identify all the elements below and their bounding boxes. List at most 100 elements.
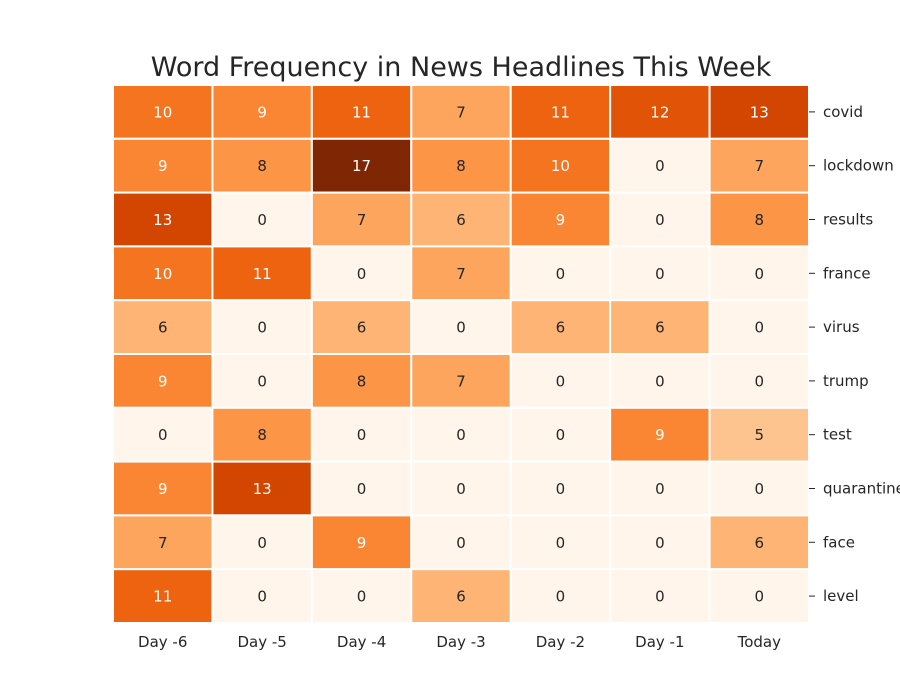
cell-value-label: 9 — [158, 480, 168, 498]
cell-value-label: 0 — [257, 534, 267, 552]
heatmap-cell — [410, 460, 512, 517]
heatmap-cell — [609, 568, 711, 625]
cell-value-label: 0 — [755, 372, 765, 390]
heatmap-cell — [211, 245, 313, 302]
cell-value-label: 0 — [655, 211, 665, 229]
cell-value-label: 6 — [456, 588, 466, 606]
heatmap-cell — [112, 460, 214, 517]
cell-value-label: 6 — [158, 319, 168, 337]
cell-value-label: 0 — [257, 319, 267, 337]
cell-value-label: 9 — [257, 103, 267, 121]
heatmap-cell — [310, 406, 413, 463]
row-tick-label: covid — [823, 103, 863, 121]
heatmap-cell — [708, 245, 810, 302]
cell-value-label: 0 — [655, 534, 665, 552]
cell-value-label: 9 — [158, 157, 168, 175]
cell-value-label: 0 — [556, 534, 566, 552]
heatmap-cell — [708, 191, 810, 248]
row-tick-label: test — [823, 426, 852, 444]
cell-value-label: 0 — [357, 426, 367, 444]
cell-value-label: 0 — [655, 157, 665, 175]
heatmap-cell — [410, 568, 512, 625]
row-tick-label: trump — [823, 372, 869, 390]
cell-value-label: 9 — [158, 372, 168, 390]
row-tick-label: france — [823, 264, 871, 282]
row-tick-label: lockdown — [823, 157, 894, 175]
heatmap-cell — [609, 460, 711, 517]
heatmap-cell — [310, 137, 413, 194]
cell-value-label: 10 — [153, 103, 172, 121]
cell-value-label: 17 — [352, 157, 371, 175]
row-tick-labels: covid lockdown results france virus trump test… — [809, 103, 900, 605]
heatmap-cell — [609, 191, 711, 248]
heatmap-cell — [708, 568, 810, 625]
cell-value-label: 13 — [153, 211, 172, 229]
column-tick-label: Day -4 — [337, 633, 386, 651]
cell-value-label: 0 — [456, 319, 466, 337]
cell-value-label: 0 — [556, 265, 566, 283]
heatmap-cell — [211, 353, 313, 409]
cell-value-label: 0 — [655, 265, 665, 283]
cell-value-label: 12 — [650, 103, 669, 121]
cell-value-label: 0 — [456, 426, 466, 444]
cell-value-label: 7 — [456, 372, 466, 390]
cell-value-label: 0 — [357, 265, 367, 283]
heatmap-cell — [211, 84, 313, 140]
cell-value-label: 0 — [755, 588, 765, 606]
heatmap-cell — [509, 137, 612, 194]
cell-value-label: 11 — [352, 103, 371, 121]
column-tick-label: Today — [737, 633, 782, 651]
heatmap-cell — [609, 406, 711, 463]
row-tick-label: face — [823, 533, 855, 551]
cell-value-label: 6 — [357, 319, 367, 337]
cell-value-label: 8 — [257, 157, 267, 175]
cell-value-label: 0 — [556, 588, 566, 606]
cell-value-label: 0 — [655, 480, 665, 498]
row-tick-label: results — [823, 211, 873, 229]
cell-value-label: 0 — [257, 372, 267, 390]
heatmap-cell — [509, 460, 612, 517]
cell-value-label: 7 — [755, 157, 765, 175]
cell-value-label: 9 — [357, 534, 367, 552]
cell-value-label: 0 — [257, 588, 267, 606]
cell-value-label: 0 — [556, 426, 566, 444]
cell-value-label: 11 — [551, 103, 570, 121]
cell-value-label: 0 — [158, 426, 168, 444]
cell-value-label: 8 — [755, 211, 765, 229]
cell-value-label: 0 — [655, 588, 665, 606]
cell-value-label: 0 — [556, 480, 566, 498]
cell-value-label: 11 — [153, 588, 172, 606]
heatmap-cell — [310, 568, 413, 625]
cell-value-label: 7 — [456, 103, 466, 121]
cell-value-label: 11 — [253, 265, 272, 283]
cell-value-label: 9 — [655, 426, 665, 444]
column-tick-label: Day -5 — [237, 633, 286, 651]
column-tick-label: Day -2 — [536, 633, 585, 651]
row-tick-label: level — [823, 587, 859, 605]
heatmap-cell — [112, 568, 214, 625]
cell-value-label: 6 — [556, 319, 566, 337]
column-tick-labels: Day -6 Day -5 Day -4 Day -3 Day -2 Day -1 Toda… — [138, 633, 781, 651]
column-tick-label: Day -3 — [436, 633, 485, 651]
cell-value-label: 9 — [556, 211, 566, 229]
cell-value-label: 5 — [755, 426, 765, 444]
heatmap-cell — [112, 245, 214, 302]
heatmap-cell — [609, 84, 711, 140]
cell-value-label: 7 — [357, 211, 367, 229]
cell-value-label: 7 — [456, 265, 466, 283]
cell-value-label: 0 — [755, 265, 765, 283]
heatmap-cell — [112, 353, 214, 409]
heatmap-cell — [410, 191, 512, 248]
heatmap-cell — [410, 406, 512, 463]
cell-value-label: 8 — [257, 426, 267, 444]
heatmap-cell — [112, 299, 214, 356]
cell-value-label: 6 — [755, 534, 765, 552]
heatmap-cell — [509, 568, 612, 625]
heatmap-cell — [310, 299, 413, 356]
cell-value-label: 0 — [357, 588, 367, 606]
column-tick-label: Day -1 — [635, 633, 684, 651]
chart-title: Word Frequency in News Headlines This We… — [151, 52, 772, 83]
cell-value-label: 13 — [750, 103, 769, 121]
cell-value-label: 10 — [153, 265, 172, 283]
